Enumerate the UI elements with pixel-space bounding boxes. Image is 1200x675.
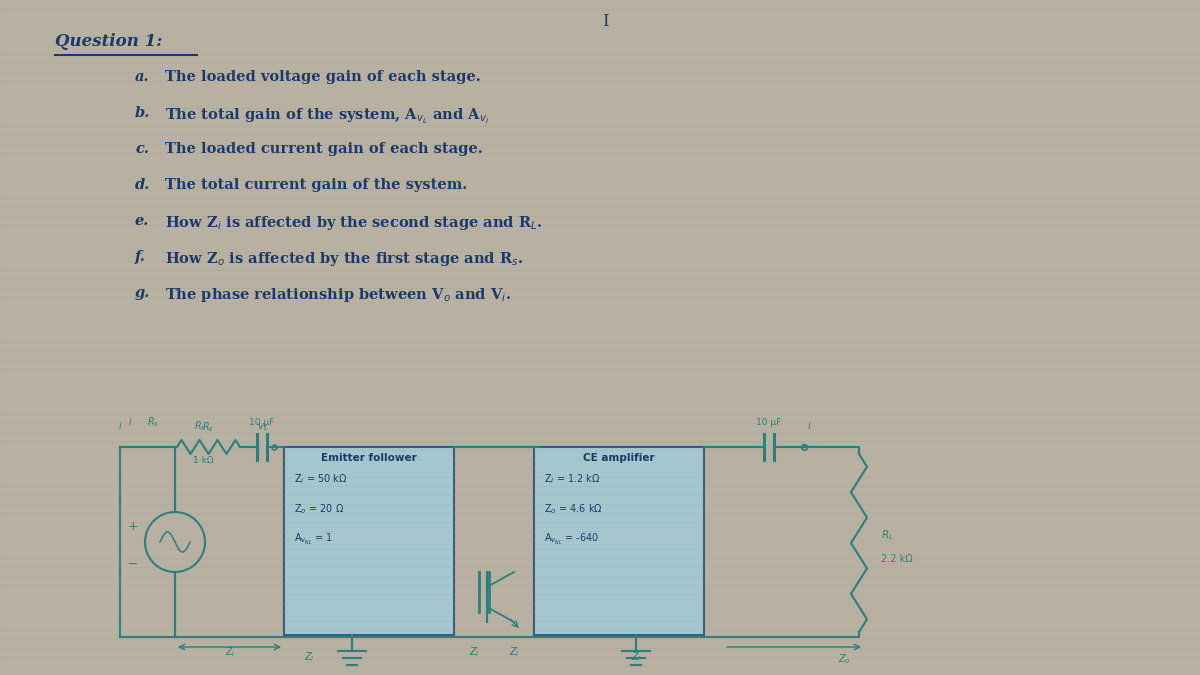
Text: +: + — [127, 520, 138, 533]
Text: Z$_o$ = 4.6 kΩ: Z$_o$ = 4.6 kΩ — [544, 502, 602, 516]
Text: $Z_i$: $Z_i$ — [304, 650, 314, 664]
Text: 10 μF: 10 μF — [250, 418, 275, 427]
Text: $i$: $i$ — [118, 419, 122, 431]
Text: The total gain of the system, A$_{v_L}$ and A$_{v_i}$: The total gain of the system, A$_{v_L}$ … — [166, 106, 490, 126]
Text: 1 kΩ: 1 kΩ — [193, 456, 214, 465]
Text: $R_s$: $R_s$ — [148, 415, 160, 429]
Text: $R_s$: $R_s$ — [203, 420, 215, 434]
Text: The loaded voltage gain of each stage.: The loaded voltage gain of each stage. — [166, 70, 481, 84]
Text: I: I — [601, 13, 608, 30]
FancyBboxPatch shape — [284, 447, 454, 635]
Text: Z$_i$ = 50 kΩ: Z$_i$ = 50 kΩ — [294, 472, 348, 486]
Text: $i$: $i$ — [806, 419, 811, 431]
Text: Question 1:: Question 1: — [55, 33, 162, 50]
Text: Z$_i$ = 1.2 kΩ: Z$_i$ = 1.2 kΩ — [544, 472, 600, 486]
Text: d.: d. — [134, 178, 150, 192]
Text: CE amplifier: CE amplifier — [583, 453, 655, 463]
Text: A$_{v_{NL}}$ = -640: A$_{v_{NL}}$ = -640 — [544, 532, 599, 547]
Text: c.: c. — [134, 142, 149, 156]
Text: $R_s$: $R_s$ — [194, 419, 206, 433]
Text: 10 μF: 10 μF — [756, 418, 781, 427]
Text: g.: g. — [134, 286, 150, 300]
Text: b.: b. — [134, 106, 150, 120]
Text: e.: e. — [134, 214, 149, 228]
Text: $v_1$: $v_1$ — [257, 421, 269, 433]
Text: f.: f. — [134, 250, 146, 264]
Text: Emitter follower: Emitter follower — [322, 453, 416, 463]
Text: $i$: $i$ — [128, 415, 133, 427]
Text: $Z_i$: $Z_i$ — [509, 645, 520, 659]
Text: $Z_o$: $Z_o$ — [838, 652, 851, 666]
Text: The phase relationship between V$_o$ and V$_i$.: The phase relationship between V$_o$ and… — [166, 286, 511, 304]
Text: The loaded current gain of each stage.: The loaded current gain of each stage. — [166, 142, 482, 156]
Text: The total current gain of the system.: The total current gain of the system. — [166, 178, 467, 192]
Text: How Z$_o$ is affected by the first stage and R$_s$.: How Z$_o$ is affected by the first stage… — [166, 250, 523, 268]
FancyBboxPatch shape — [534, 447, 704, 635]
Text: How Z$_i$ is affected by the second stage and R$_L$.: How Z$_i$ is affected by the second stag… — [166, 214, 542, 232]
Text: −: − — [127, 558, 138, 570]
Text: a.: a. — [134, 70, 150, 84]
Text: $R_L$: $R_L$ — [881, 529, 894, 543]
Text: A$_{v_{NL}}$ = 1: A$_{v_{NL}}$ = 1 — [294, 532, 334, 547]
Text: $Z_i$: $Z_i$ — [224, 645, 235, 659]
Text: 2.2 kΩ: 2.2 kΩ — [881, 554, 913, 564]
Text: $Z_i$: $Z_i$ — [631, 650, 641, 664]
Text: Z$_o$ = 20 Ω: Z$_o$ = 20 Ω — [294, 502, 344, 516]
Text: $Z_i$: $Z_i$ — [469, 645, 479, 659]
